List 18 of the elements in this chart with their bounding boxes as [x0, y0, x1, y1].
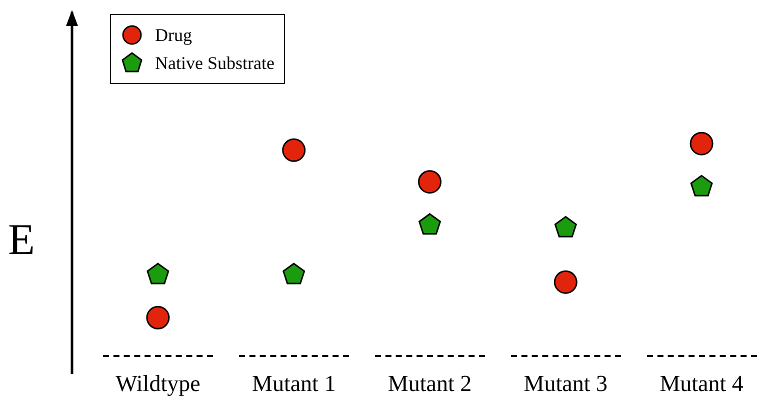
point — [690, 174, 713, 196]
point — [418, 213, 441, 235]
x-tick-label: Mutant 3 — [524, 371, 608, 396]
legend-label: Drug — [155, 24, 192, 46]
point — [554, 216, 577, 238]
point — [282, 138, 306, 162]
y-axis-title: E — [8, 215, 35, 264]
x-tick-label: Mutant 1 — [252, 371, 336, 396]
point — [146, 306, 170, 330]
point — [282, 262, 306, 284]
legend-label: Native Substrate — [155, 52, 274, 74]
x-tick-label: Mutant 4 — [660, 371, 744, 396]
x-tick-label: Mutant 2 — [388, 371, 472, 396]
point — [146, 262, 170, 284]
point — [554, 270, 578, 294]
x-tick-label: Wildtype — [116, 371, 200, 396]
point — [418, 170, 442, 194]
point — [690, 132, 714, 156]
